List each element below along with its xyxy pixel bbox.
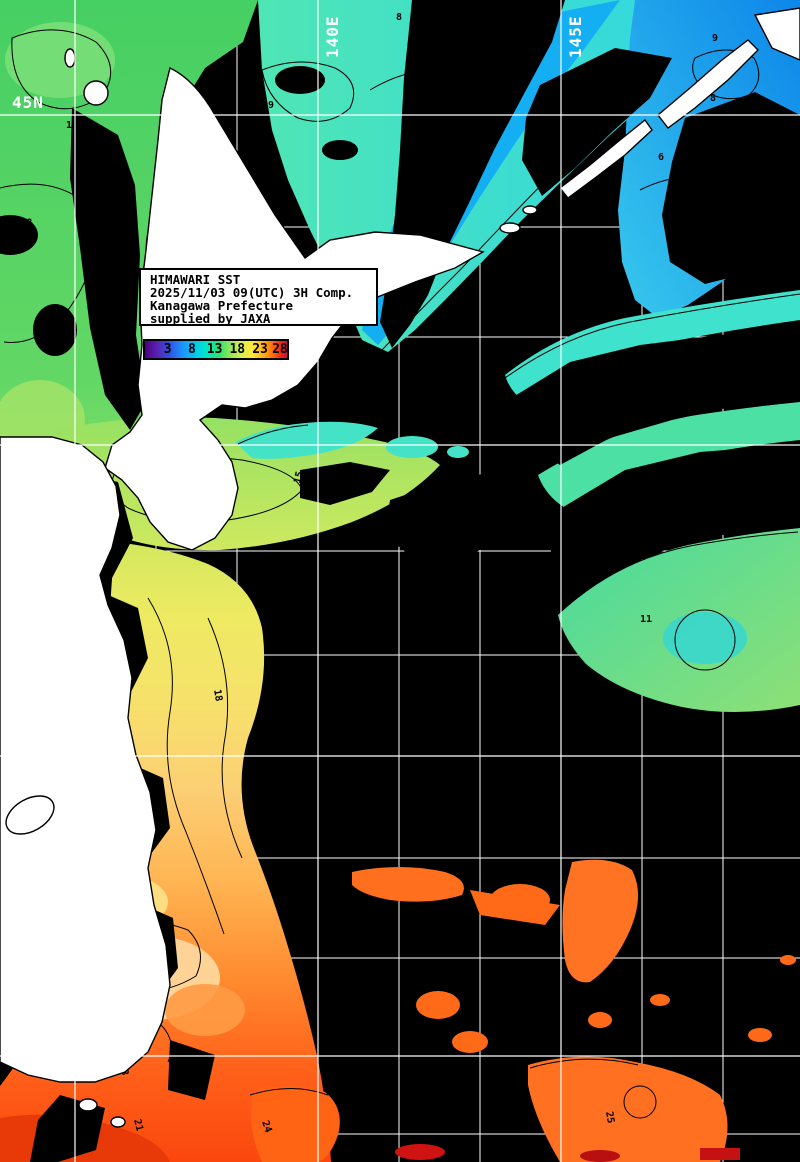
svg-text:13: 13 (20, 217, 34, 231)
sado-island (5, 795, 55, 835)
svg-text:12: 12 (100, 254, 112, 265)
title-line-product: HIMAWARI SST (150, 272, 241, 287)
colorbar-tick: 28 (272, 342, 288, 357)
title-line-source: supplied by JAXA (150, 311, 271, 326)
warm-eddy (528, 1056, 728, 1162)
small-island-1 (499, 222, 521, 234)
svg-text:6: 6 (658, 152, 664, 163)
small-island-4 (110, 1116, 126, 1128)
svg-text:8: 8 (396, 12, 402, 23)
title-line-datetime: 2025/11/03 09(UTC) 3H Comp. (150, 285, 354, 300)
title-box: HIMAWARI SST 2025/11/03 09(UTC) 3H Comp.… (139, 268, 378, 326)
colorbar-tick: 8 (187, 342, 196, 357)
title-line-region: Kanagawa Prefecture (150, 298, 293, 313)
small-island-2 (522, 205, 538, 215)
colorbar-tick: 18 (229, 342, 246, 357)
svg-text:11: 11 (640, 614, 652, 625)
contour-layer (0, 29, 800, 1119)
rishiri-island (83, 80, 109, 106)
iturup-island (657, 39, 759, 129)
svg-text:25: 25 (417, 1085, 429, 1098)
svg-text:18: 18 (211, 689, 224, 703)
rebun-island (64, 48, 76, 68)
lon-label-145e: 145E (566, 15, 585, 58)
svg-text:8: 8 (710, 93, 716, 104)
colorbar-tick: 23 (252, 342, 268, 357)
lon-label-140e: 140E (323, 15, 342, 58)
svg-text:9: 9 (268, 100, 274, 111)
lat-label-45n: 45N (12, 93, 44, 112)
colorbar: 3 8 13 18 23 28 (143, 339, 289, 360)
svg-text:9: 9 (60, 344, 66, 355)
svg-text:15: 15 (292, 470, 306, 484)
small-island-3 (78, 1098, 98, 1112)
svg-text:24: 24 (259, 1119, 273, 1134)
colorbar-tick: 13 (206, 342, 223, 357)
colorbar-tick: 3 (163, 342, 172, 357)
svg-text:21: 21 (131, 1118, 145, 1132)
svg-text:9: 9 (712, 33, 718, 44)
kunashiri-island (559, 118, 653, 199)
honshu-landmass (0, 436, 171, 1083)
corner-landmass (753, 7, 800, 61)
svg-text:13: 13 (66, 120, 78, 131)
svg-text:25: 25 (603, 1111, 616, 1125)
contour-labels: 13 12 9 13 8 9 5 8 15 11 18 21 23 24 25 … (20, 12, 748, 1134)
